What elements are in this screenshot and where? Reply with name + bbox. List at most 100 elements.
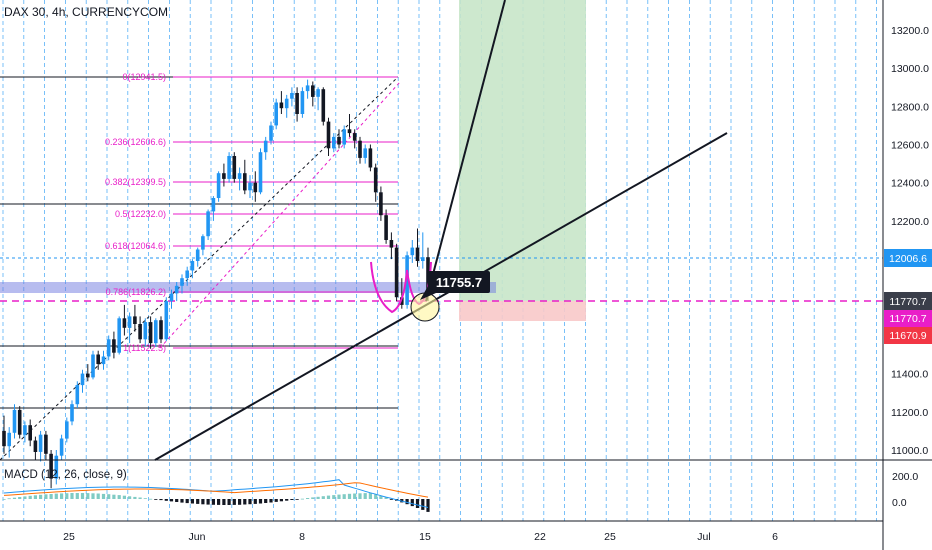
candle-body xyxy=(421,257,425,261)
macd-histogram-bar xyxy=(185,499,189,504)
candle-body xyxy=(253,182,258,193)
candle-body xyxy=(321,89,326,122)
entry-price-badge xyxy=(884,292,932,310)
x-tick-jun: Jun xyxy=(189,531,206,543)
macd-histogram-bar xyxy=(190,499,194,504)
candle-body xyxy=(12,409,17,433)
x-tick-6: 6 xyxy=(772,531,778,543)
candle-body xyxy=(269,125,273,141)
candle-body xyxy=(237,173,242,179)
entry-price-badge-label: 11770.7 xyxy=(889,296,926,308)
candle-body xyxy=(86,373,90,378)
macd-histogram-bar xyxy=(175,499,179,502)
macd-histogram-bar xyxy=(321,496,325,499)
macd-histogram-bar xyxy=(133,496,137,499)
macd-tick-0: 0.0 xyxy=(892,497,907,509)
candle-body xyxy=(96,354,100,364)
macd-histogram-bar xyxy=(117,495,121,499)
macd-histogram-bar xyxy=(112,494,116,499)
stop-price-badge xyxy=(884,327,932,344)
y-tick-13200: 13200.0 xyxy=(891,25,929,37)
symbol-title: DAX 30, 4h, CURRENCYCOM xyxy=(4,5,169,19)
stop-price-badge-label: 11670.9 xyxy=(889,330,926,342)
macd-histogram-bar xyxy=(311,497,315,499)
macd-histogram-bar xyxy=(206,499,210,505)
macd-histogram-bar xyxy=(243,499,247,505)
macd-histogram-bar xyxy=(28,495,32,499)
candle-body xyxy=(159,320,163,340)
macd-histogram-bar xyxy=(238,499,242,505)
candle-body xyxy=(49,453,53,479)
x-tick-22: 22 xyxy=(534,531,546,543)
y-tick-12600: 12600.0 xyxy=(891,140,929,152)
candle-body xyxy=(154,320,158,344)
macd-histogram-bar xyxy=(7,498,11,500)
macd-histogram-bar xyxy=(374,494,378,499)
candle-body xyxy=(180,278,184,286)
macd-histogram-bar xyxy=(33,495,37,499)
macd-histogram-bar xyxy=(23,496,27,499)
macd-pane xyxy=(2,479,430,512)
macd-histogram-bar xyxy=(295,499,299,500)
candle-body xyxy=(28,425,32,441)
macd-axis: 200.0 0.0 xyxy=(892,471,918,509)
macd-histogram-bar xyxy=(159,499,163,501)
fib-label-0618: 0.618(12064.6) xyxy=(105,241,166,251)
macd-histogram-bar xyxy=(180,499,184,503)
current-price-badge-label: 12006.6 xyxy=(889,253,927,265)
candle-body xyxy=(127,316,132,328)
candle-body xyxy=(206,211,210,237)
macd-histogram-bar xyxy=(91,493,95,499)
current-price-badge xyxy=(884,249,932,267)
candle-body xyxy=(17,409,22,435)
candle-body xyxy=(400,297,404,305)
macd-histogram-bar xyxy=(253,499,257,504)
candle-body xyxy=(311,85,315,97)
macd-histogram-bar xyxy=(222,499,226,505)
candle-body xyxy=(65,421,69,439)
x-tick-15: 15 xyxy=(419,531,431,543)
candle-body xyxy=(91,354,95,378)
candle-body xyxy=(337,136,341,145)
candle-body xyxy=(232,156,237,179)
macd-histogram-bar xyxy=(337,494,341,499)
candle-body xyxy=(174,285,179,294)
macd-histogram-bar xyxy=(279,499,283,502)
candle-body xyxy=(373,167,378,193)
candle-body xyxy=(211,198,216,212)
candle-body xyxy=(222,173,226,179)
candle-body xyxy=(227,156,231,179)
macd-histogram-bar xyxy=(70,493,74,499)
x-tick-25b: 25 xyxy=(604,531,616,543)
y-tick-11200: 11200.0 xyxy=(891,407,928,419)
macd-histogram-bar xyxy=(347,493,352,499)
candle-body xyxy=(368,148,373,168)
macd-histogram-bar xyxy=(421,499,425,510)
candle-body xyxy=(216,173,221,198)
y-tick-12200: 12200.0 xyxy=(891,216,929,228)
y-tick-12400: 12400.0 xyxy=(891,178,929,190)
price-badges: 12006.6 11770.7 11770.7 11670.9 xyxy=(884,249,932,344)
candle-body xyxy=(195,249,200,261)
macd-histogram-bar xyxy=(164,499,168,501)
macd-histogram-bar xyxy=(300,498,304,500)
candle-body xyxy=(300,91,305,114)
macd-histogram-bar xyxy=(49,494,53,499)
x-tick-8: 8 xyxy=(299,531,305,543)
candle-body xyxy=(54,455,59,479)
macd-histogram-bar xyxy=(12,497,17,499)
candle-body xyxy=(185,270,189,279)
macd-histogram-bar xyxy=(353,493,357,499)
macd-histogram-bar xyxy=(326,495,331,499)
candle-body xyxy=(148,322,153,344)
candle-body xyxy=(263,140,268,153)
candle-body xyxy=(70,404,74,422)
candle-body xyxy=(59,438,64,456)
candle-body xyxy=(384,215,388,240)
candle-body xyxy=(133,316,137,324)
macd-histogram-bar xyxy=(269,499,273,503)
macd-histogram-bar xyxy=(143,498,147,499)
macd-histogram-bar xyxy=(389,499,393,500)
candle-body xyxy=(7,432,11,447)
